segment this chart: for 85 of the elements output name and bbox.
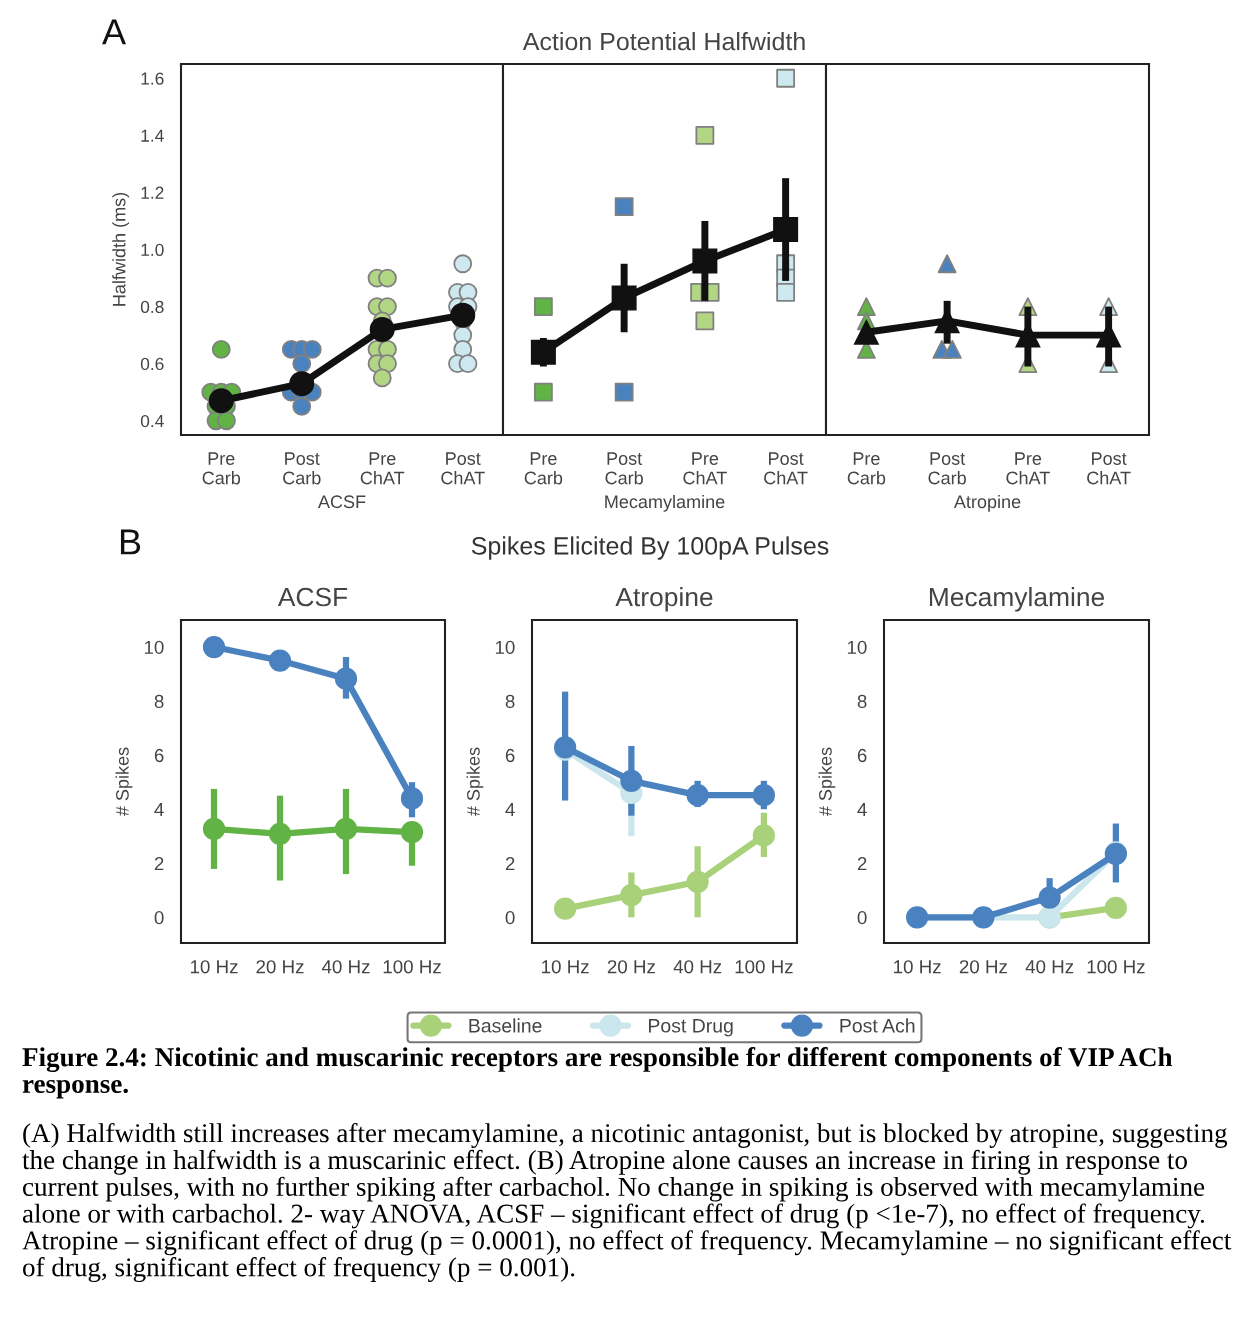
y-tick-label: 6 <box>505 748 515 763</box>
x-tick-label: Post Carb <box>605 452 643 485</box>
x-tick-label: 10 Hz <box>542 960 589 974</box>
point <box>752 784 775 807</box>
y-tick-label: 2 <box>505 856 515 871</box>
text: Spikes Elicited By 100pA Pulses <box>471 536 829 560</box>
x-tick-label: 20 Hz <box>256 960 304 974</box>
x-tick-label: 40 Hz <box>321 960 370 974</box>
point <box>620 769 643 792</box>
text: B <box>120 529 141 555</box>
chart-title: ACSF <box>277 587 348 607</box>
y-tick-label: 0 <box>505 911 515 925</box>
y-tick-label: 1.6 <box>141 72 164 85</box>
x-tick-label: Post ChAT <box>1087 452 1131 485</box>
x-tick-label: Pre Carb <box>524 452 563 485</box>
legend-label: Baseline <box>469 1018 542 1033</box>
y-tick-label: 6 <box>154 748 164 763</box>
point <box>686 784 709 807</box>
x-axis-title: Atropine <box>953 494 1021 512</box>
point <box>334 667 358 690</box>
x-tick-label: 100 Hz <box>383 960 441 974</box>
x-tick-label: 40 Hz <box>1025 960 1074 974</box>
x-tick-label: 20 Hz <box>959 960 1007 974</box>
point <box>1038 886 1061 909</box>
y-tick-label: 6 <box>857 748 867 763</box>
y-tick-label: 8 <box>857 694 867 709</box>
y-tick-label: 1.4 <box>141 129 164 142</box>
x-tick-label: Post Carb <box>928 452 966 485</box>
x-tick-label: Pre Carb <box>847 452 886 485</box>
point <box>1104 896 1127 919</box>
y-axis-title: # Spikes <box>818 747 836 817</box>
y-tick-label: 4 <box>857 803 867 816</box>
x-tick-label: 100 Hz <box>735 960 793 974</box>
x-tick-label: 10 Hz <box>190 960 238 974</box>
y-tick-label: 1.2 <box>141 186 164 199</box>
point <box>202 817 226 841</box>
y-tick-label: 0 <box>154 911 164 925</box>
chart-title: Atropine <box>615 586 713 612</box>
y-tick-label: 0.4 <box>140 414 164 428</box>
legend-label: Post Ach <box>840 1018 915 1033</box>
x-tick-label: 100 Hz <box>1087 960 1145 974</box>
y-tick-label: 0.6 <box>140 357 164 371</box>
point <box>620 884 643 907</box>
point <box>202 635 226 659</box>
x-axis-title: ACSF <box>317 495 366 509</box>
chart-title: Action Potential Halfwidth <box>522 31 805 51</box>
point <box>268 822 292 845</box>
x-axis-title: Mecamylamine <box>605 494 725 512</box>
text: A <box>102 19 127 45</box>
point <box>400 787 424 810</box>
y-tick-label: 10 <box>495 640 515 655</box>
y-axis-title: Halfwidth (ms) <box>112 192 130 306</box>
y-axis-title: # Spikes <box>466 747 484 817</box>
x-tick-label: 40 Hz <box>673 960 722 974</box>
x-tick-label: Post Carb <box>283 452 321 485</box>
point <box>752 824 775 847</box>
x-tick-label: 10 Hz <box>894 960 941 974</box>
point <box>400 821 424 844</box>
x-tick-label: Pre ChAT <box>683 452 727 485</box>
y-tick-label: 2 <box>154 856 164 871</box>
point <box>554 897 577 920</box>
y-tick-label: 8 <box>154 694 164 709</box>
text: (A) Halfwidth still increases after mecamylamine, a nicotinic antagonist, but is blocked by atropine, suggesting the change in halfwidth is a muscarinic effect. (B) Atropine alone causes an increase in firing in response to current pulses, with no further spiking after carbachol. No change in spiking is observed with mecamylamine alone or with carbachol. 2- way ANOVA, ACSF – significant effect of drug (p <1e-7), no effect of frequency. Atropine – significant effect of drug (p = 0.0001), no effect of frequency. Mecamylamine – no significant effect of drug, significant effect of frequency (p = 0.001). <box>22 1123 1232 1283</box>
x-tick-label: Pre Carb <box>202 452 241 485</box>
x-tick-label: Pre ChAT <box>360 452 405 485</box>
point <box>268 649 292 672</box>
x-tick-label: Post ChAT <box>764 452 808 485</box>
y-tick-label: 1.0 <box>141 243 164 256</box>
point <box>686 870 709 894</box>
y-tick-label: 8 <box>505 694 515 709</box>
legend-label: Post Drug <box>649 1019 733 1037</box>
x-tick-label: Pre ChAT <box>1006 452 1050 485</box>
y-tick-label: 0 <box>857 911 867 925</box>
y-tick-label: 10 <box>144 640 164 655</box>
y-tick-label: 4 <box>154 803 164 816</box>
y-tick-label: 0.8 <box>140 300 164 314</box>
y-axis-title: # Spikes <box>115 747 133 817</box>
chart-title: Mecamylamine <box>929 586 1105 612</box>
y-tick-label: 10 <box>847 640 867 655</box>
point <box>334 817 358 841</box>
x-tick-label: 20 Hz <box>607 960 655 974</box>
y-tick-label: 2 <box>857 856 867 871</box>
x-tick-label: Post ChAT <box>441 452 485 485</box>
caption: Figure 2.4: Nicotinic and muscarinic receptors are responsible for different components of VIP ACh response. <box>22 1047 1173 1099</box>
y-tick-label: 4 <box>505 803 515 816</box>
